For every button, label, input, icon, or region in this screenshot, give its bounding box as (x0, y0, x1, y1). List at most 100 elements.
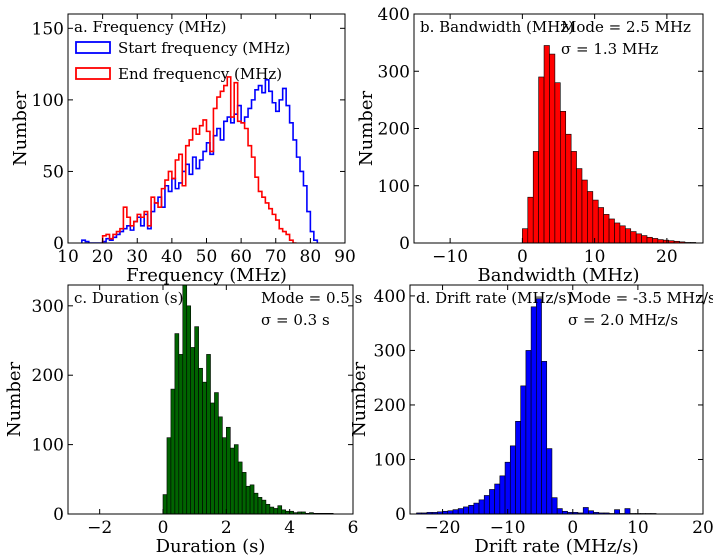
panel-title: a. Frequency (MHz) (74, 18, 226, 36)
histogram-bar (281, 509, 287, 514)
histogram-bar (206, 354, 211, 514)
x-tick-label: 20 (656, 247, 678, 267)
x-tick-label: −2 (87, 518, 112, 538)
histogram-bar (641, 235, 648, 243)
histogram-bar (597, 207, 604, 243)
histogram-bar (532, 151, 539, 243)
y-tick-label: 300 (374, 341, 406, 361)
x-tick-label: 20 (92, 247, 114, 267)
histogram-bar (625, 228, 632, 243)
histogram-bar (494, 483, 501, 514)
x-tick-label: −20 (425, 518, 461, 538)
histogram-bar (301, 511, 306, 514)
axes-frame (409, 284, 704, 515)
series-line-end (101, 76, 297, 243)
sigma-annotation: σ = 1.3 MHz (561, 40, 658, 58)
panel-title: d. Drift rate (MHz/s) (416, 289, 572, 307)
y-axis-label: Number (4, 362, 25, 438)
panel-c: −2 0 2 4 6 0 100 200 300 Duration (s) Number c. Dur… (4, 284, 362, 557)
x-tick-label: 2 (221, 518, 232, 538)
x-tick-label: 0 (517, 247, 528, 267)
histogram-bar (541, 361, 548, 514)
x-tick-label: 80 (300, 247, 322, 267)
x-axis-label: Bandwidth (MHz) (478, 265, 640, 286)
histogram-bar (657, 239, 664, 243)
legend-swatch-start (75, 41, 111, 54)
histogram-bar (646, 236, 653, 243)
histogram-bar (222, 437, 227, 514)
histogram-bar (194, 326, 199, 514)
histogram-bar (614, 222, 621, 243)
x-tick-label: 6 (348, 518, 359, 538)
x-tick-label: 90 (334, 247, 356, 267)
x-tick-label: 70 (265, 247, 287, 267)
x-tick-label: 50 (196, 247, 218, 267)
histogram-bar (210, 402, 215, 514)
plot-area (416, 298, 657, 514)
histogram-bar (226, 426, 231, 514)
histogram-bar (186, 305, 192, 514)
y-tick-label: 50 (42, 162, 64, 182)
x-tick-label: 10 (57, 247, 79, 267)
histogram-bar (273, 508, 279, 514)
histogram-bar (576, 168, 583, 243)
x-tick-label: 30 (126, 247, 148, 267)
x-tick-label: 10 (627, 518, 649, 538)
histogram-bar (214, 392, 219, 514)
x-tick-label: −10 (490, 518, 526, 538)
y-axis-label: Number (349, 362, 370, 438)
y-tick-label: 100 (32, 91, 64, 111)
histogram-bar (198, 367, 203, 514)
y-tick-label: 0 (399, 234, 410, 254)
x-axis-label: Frequency (MHz) (126, 265, 287, 286)
sigma-annotation: σ = 0.3 s (261, 311, 330, 329)
histogram-bar (520, 385, 527, 514)
histogram-bar (241, 472, 247, 514)
x-axis-label: Duration (s) (156, 536, 266, 557)
mode-annotation: Mode = 2.5 MHz (561, 18, 691, 36)
histogram-bar (237, 461, 243, 514)
y-tick-label: 200 (378, 120, 410, 140)
series-line-start (81, 79, 319, 243)
histogram-bar (245, 485, 251, 514)
x-tick-label: 10 (584, 247, 606, 267)
histogram-bar (229, 447, 235, 514)
histogram-bar (556, 508, 563, 514)
histogram-bar (233, 444, 239, 514)
histogram-bar (174, 333, 180, 514)
histogram-bar (499, 475, 506, 514)
histogram-bar (592, 199, 599, 243)
histogram-bar (538, 76, 545, 243)
histogram-bar (162, 494, 168, 514)
histogram-bar (457, 508, 464, 514)
legend-swatch-end (75, 67, 111, 80)
histogram-bar (190, 347, 195, 514)
histogram-bar (630, 231, 637, 243)
histogram-bar (614, 509, 620, 514)
legend: Start frequency (MHz) End frequency (MHz) (75, 39, 290, 83)
y-tick-label: 400 (378, 5, 410, 25)
histogram-bar (509, 445, 516, 514)
histogram-bar (253, 492, 259, 514)
histogram-bar (249, 484, 255, 514)
histogram-bar (560, 111, 567, 243)
histogram-bar (543, 45, 550, 243)
x-tick-label: 4 (284, 518, 295, 538)
histogram-bar (504, 461, 511, 514)
histogram-bar (527, 196, 534, 243)
legend-label-start: Start frequency (MHz) (118, 39, 290, 57)
y-tick-label: 100 (32, 436, 64, 456)
panel-title: c. Duration (s) (74, 289, 183, 307)
histogram-bar (463, 506, 469, 514)
plot-area (522, 45, 697, 243)
mode-annotation: Mode = -3.5 MHz/s (568, 289, 713, 307)
y-tick-label: 400 (374, 287, 406, 307)
histogram-bar (608, 218, 615, 243)
histogram-bar (581, 179, 588, 243)
x-tick-label: 40 (161, 247, 183, 267)
histogram-bar (202, 381, 207, 514)
histogram-bar (635, 233, 642, 243)
histogram-bar (554, 82, 561, 243)
